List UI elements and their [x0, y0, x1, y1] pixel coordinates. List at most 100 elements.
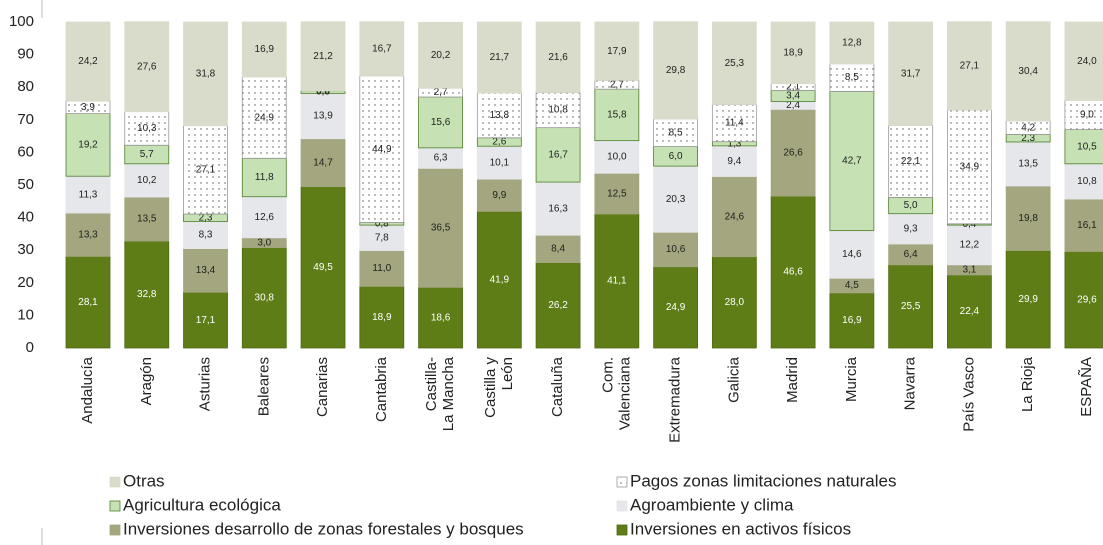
- data-label: 2,7: [610, 79, 624, 90]
- legend-label: Otras: [123, 471, 165, 490]
- bar-segment: [535, 127, 581, 183]
- data-label: 2,3: [1021, 133, 1035, 144]
- data-label: 12,6: [255, 212, 275, 223]
- bar-segment: [770, 195, 816, 349]
- x-tick-label: ESPAÑA: [1078, 357, 1095, 417]
- data-label: 25,3: [725, 58, 745, 69]
- bar-segment: [476, 178, 522, 212]
- data-label: 11,8: [255, 172, 274, 183]
- data-label: 9,3: [904, 223, 918, 234]
- legend-swatch: [109, 476, 121, 488]
- data-label: 3,0: [257, 237, 271, 248]
- legend-swatch: [616, 524, 628, 536]
- bar-segment: [418, 96, 463, 149]
- data-label: 24,9: [255, 112, 275, 123]
- data-label: 11,4: [725, 118, 744, 129]
- data-label: 2,6: [492, 137, 506, 148]
- bar-segment: [183, 248, 228, 293]
- data-label: 3,1: [962, 265, 976, 276]
- y-tick-label: 100: [9, 13, 34, 30]
- bar-segment: [535, 21, 581, 93]
- legend-label: Inversiones en activos físicos: [630, 519, 851, 538]
- bar-segment: [241, 157, 287, 198]
- data-label: 22,1: [901, 156, 921, 167]
- legend-label: Agroambiente y clima: [630, 495, 794, 514]
- data-label: 14,7: [313, 157, 333, 168]
- bar-segment: [124, 21, 170, 113]
- data-label: 15,6: [431, 117, 451, 128]
- data-label: 17,9: [607, 46, 627, 57]
- legend-label: Agricultura ecológica: [123, 495, 281, 514]
- bar-segment: [594, 140, 640, 174]
- bar-segment: [476, 145, 522, 180]
- data-label: 1,3: [727, 138, 741, 149]
- legend-label: Inversiones desarrollo de zonas forestal…: [123, 519, 524, 538]
- data-label: 16,3: [548, 203, 568, 214]
- bar-segment: [300, 186, 346, 349]
- data-label: 20,3: [666, 194, 686, 205]
- bar-segment: [594, 21, 640, 81]
- data-label: 13,8: [490, 110, 510, 121]
- data-label: 41,9: [490, 274, 510, 285]
- data-label: 18,6: [431, 312, 451, 323]
- bar-segment: [183, 221, 228, 249]
- legend-swatch: [616, 476, 628, 488]
- data-label: 13,5: [137, 214, 157, 225]
- data-label: 16,7: [372, 44, 392, 55]
- bar-segment: [653, 231, 698, 268]
- bar-segment: [888, 213, 934, 245]
- bar-segment: [1005, 185, 1051, 251]
- x-tick-label: Com.Valenciana: [599, 356, 633, 430]
- bar-segment: [241, 247, 287, 349]
- x-tick-label: Canarias: [314, 357, 331, 417]
- data-label: 19,2: [78, 140, 98, 151]
- x-tick-label: Baleares: [255, 357, 272, 416]
- data-label: 13,3: [78, 229, 98, 240]
- x-tick-label: Murcia: [843, 356, 860, 402]
- data-label: 21,2: [313, 51, 333, 62]
- data-label: 10,0: [607, 152, 627, 163]
- data-label: 13,9: [313, 111, 333, 122]
- data-label: 2,3: [199, 212, 213, 223]
- data-label: 5,7: [140, 149, 154, 160]
- bar-segment: [359, 21, 405, 77]
- y-tick-label: 80: [17, 78, 34, 95]
- bar-segment: [947, 21, 992, 111]
- data-label: 25,5: [901, 301, 921, 312]
- data-label: 3,4: [786, 91, 800, 102]
- bar-segment: [65, 113, 111, 177]
- bar-segment: [1005, 250, 1051, 349]
- data-label: 32,8: [137, 289, 157, 300]
- bar-segment: [888, 264, 934, 349]
- bar-segment: [359, 75, 405, 223]
- data-label: 2,7: [434, 87, 448, 98]
- x-tick-label: La Rioja: [1019, 356, 1036, 412]
- x-tick-label: Andalucía: [79, 356, 96, 423]
- bar-segment: [359, 250, 405, 287]
- bar-segment: [653, 266, 698, 349]
- y-tick-label: 60: [17, 143, 34, 160]
- bar-segment: [183, 291, 228, 349]
- bar-segment: [241, 21, 287, 78]
- data-label: 16,1: [1077, 220, 1097, 231]
- data-label: 27,1: [960, 60, 980, 71]
- data-label: 10,1: [490, 157, 510, 168]
- x-tick-label: Cataluña: [549, 356, 566, 417]
- bar-segment: [359, 224, 405, 251]
- legend-swatch: [109, 500, 121, 512]
- bar-segment: [476, 211, 522, 349]
- data-label: 3,9: [81, 102, 95, 113]
- data-label: 8,3: [199, 230, 213, 241]
- data-label: 10,6: [666, 244, 686, 255]
- y-tick-label: 70: [17, 111, 34, 128]
- y-tick-label: 20: [17, 274, 34, 291]
- data-label: 10,3: [137, 123, 157, 134]
- data-label: 27,6: [137, 61, 157, 72]
- bar-segment: [418, 286, 463, 349]
- data-label: 10,5: [1077, 141, 1097, 152]
- data-label: 2,1: [786, 82, 800, 93]
- data-label: 28,1: [78, 297, 98, 308]
- data-label: 6,4: [904, 249, 918, 260]
- data-label: 10,8: [1077, 176, 1097, 187]
